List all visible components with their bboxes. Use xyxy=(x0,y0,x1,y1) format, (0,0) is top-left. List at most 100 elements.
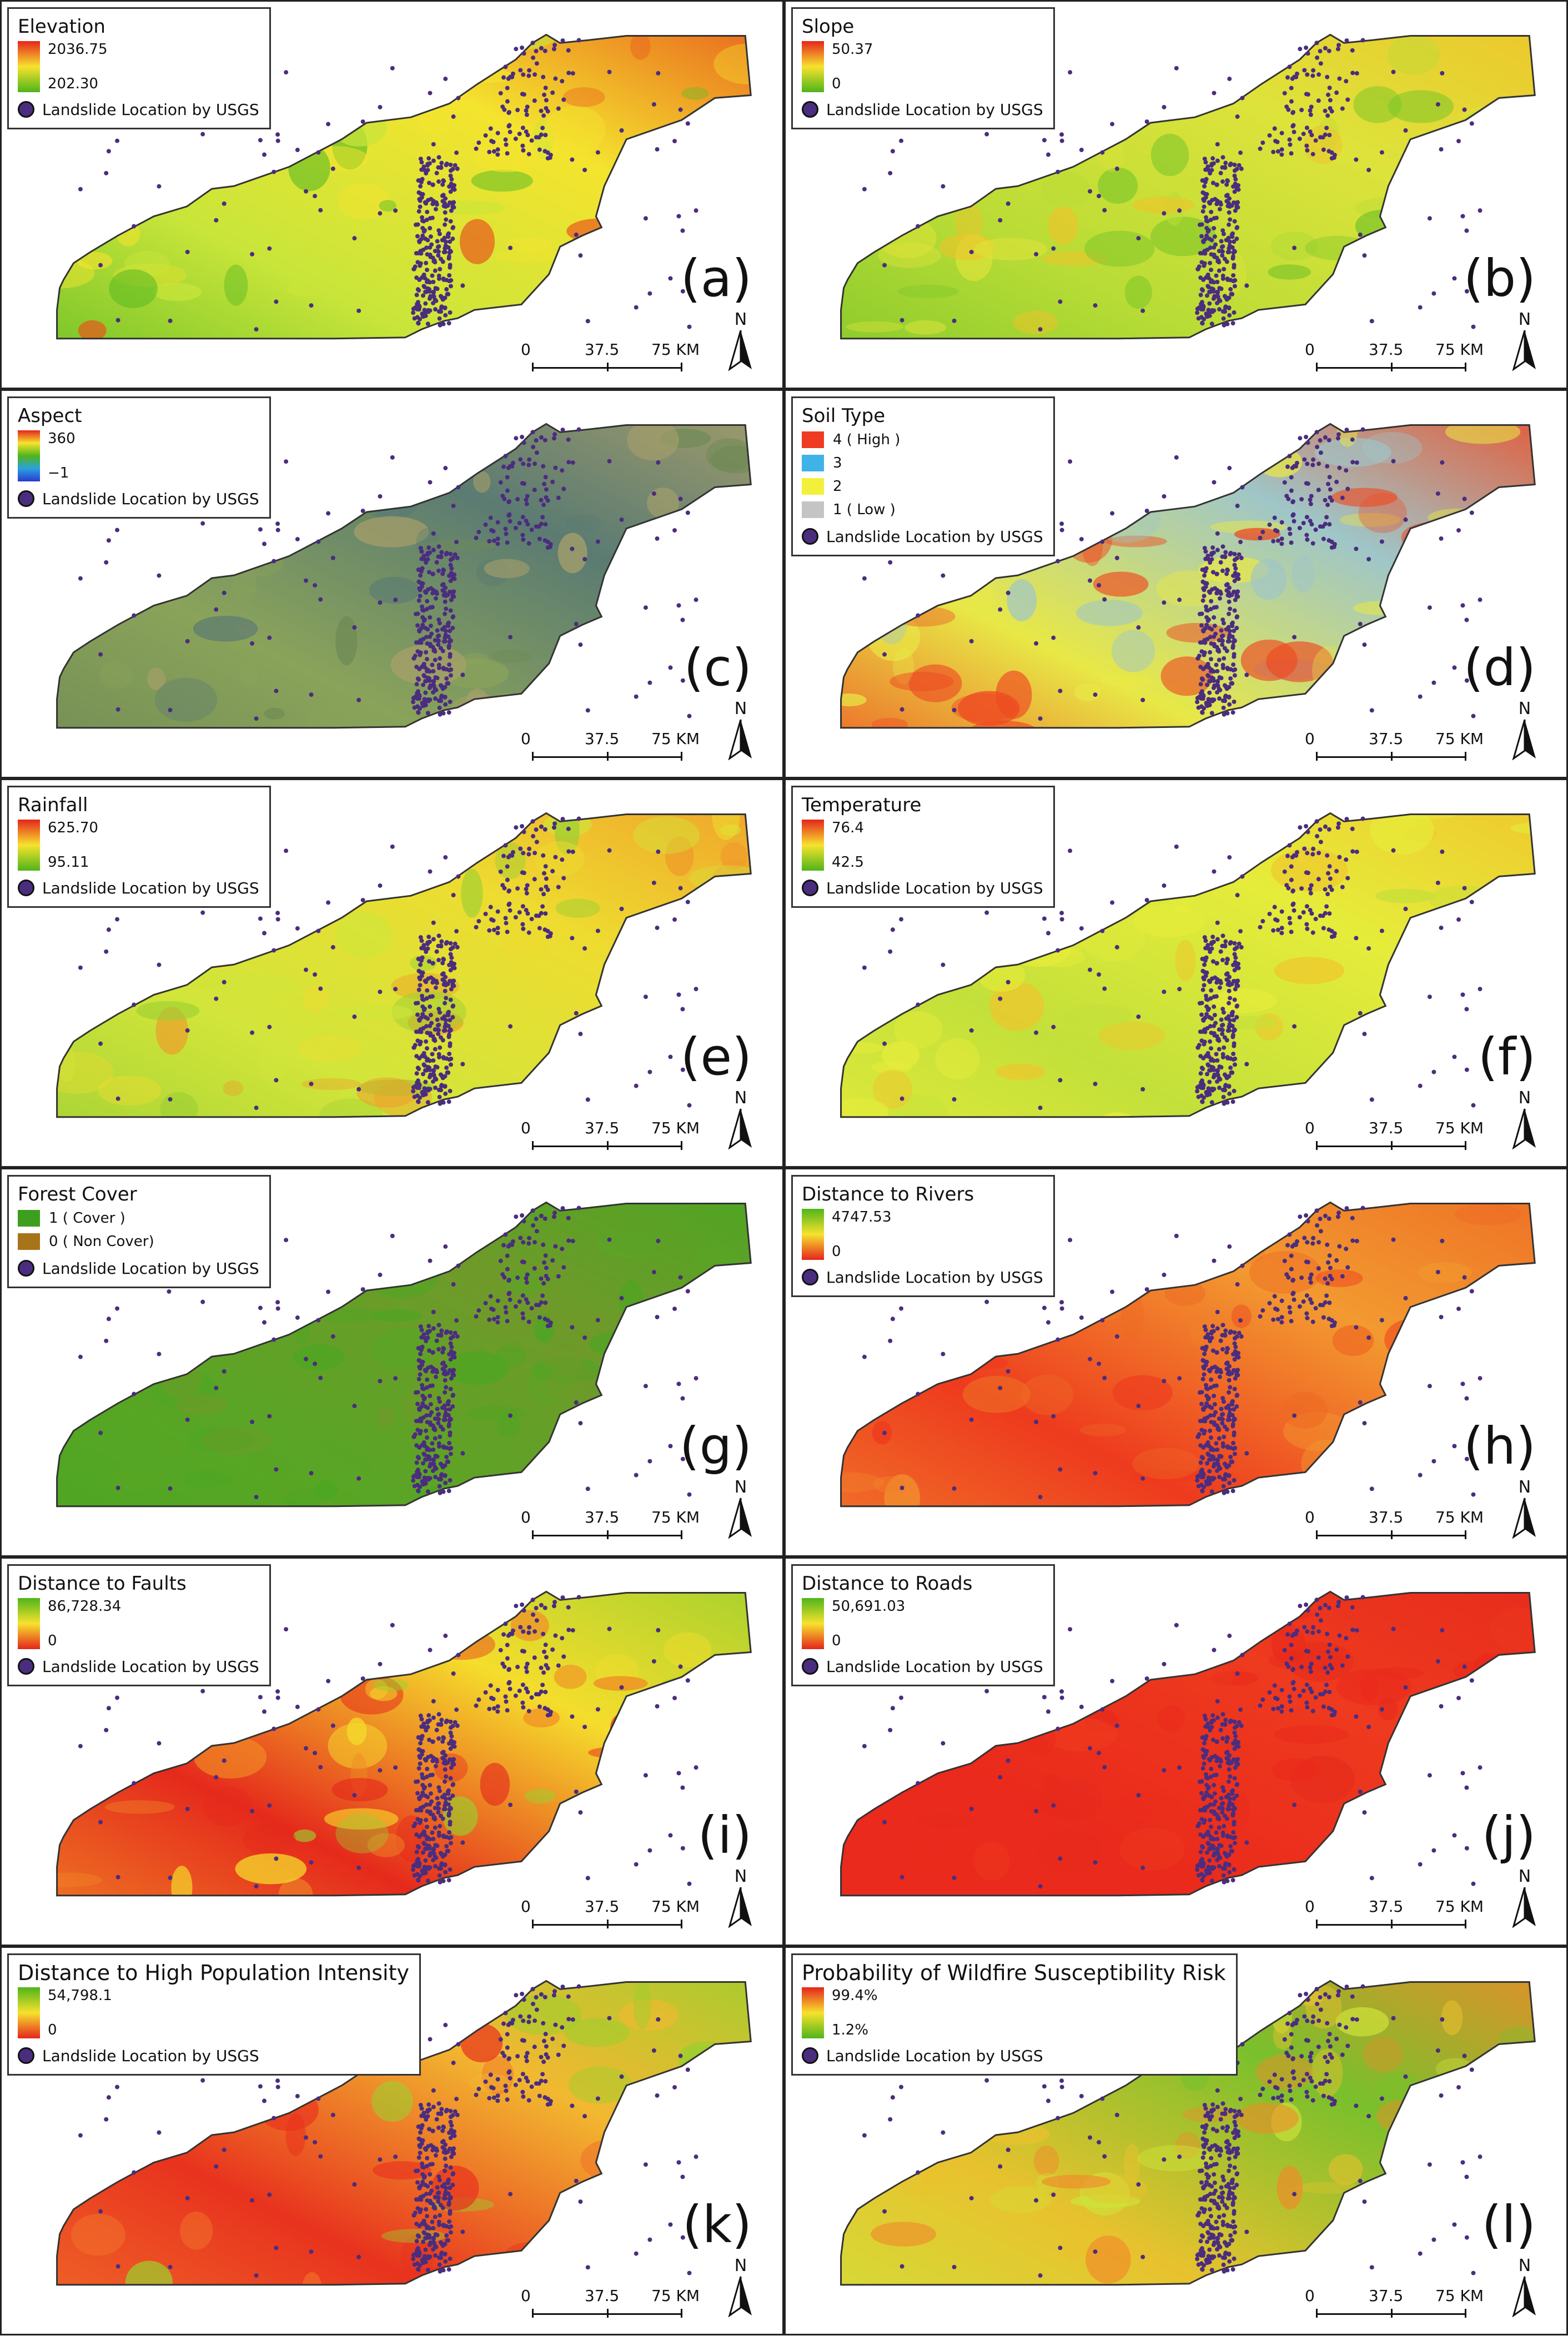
landslide-point xyxy=(1260,530,1265,534)
map-texture-patch xyxy=(1291,555,1315,593)
landslide-point xyxy=(1201,1796,1206,1801)
map-texture-patch xyxy=(1100,675,1152,686)
landslide-point xyxy=(1205,1841,1210,1846)
map-texture-patch xyxy=(1155,818,1222,845)
landslide-point xyxy=(984,132,989,137)
landslide-point xyxy=(1456,139,1461,143)
landslide-point xyxy=(1325,503,1330,508)
map-texture-patch xyxy=(461,868,483,918)
landslide-point xyxy=(1204,1012,1209,1017)
landslide-point xyxy=(390,1233,395,1238)
landslide-point xyxy=(1305,461,1310,466)
landslide-point xyxy=(1267,133,1272,138)
landslide-point xyxy=(503,64,508,69)
landslide-point xyxy=(1316,1240,1321,1245)
landslide-point xyxy=(1316,877,1321,882)
landslide-point-icon xyxy=(18,101,34,118)
landslide-point xyxy=(483,1690,488,1695)
landslide-point xyxy=(687,1103,692,1108)
scale-bar: 0 37.5 75 KM xyxy=(521,340,700,374)
landslide-point xyxy=(1215,920,1220,925)
map-texture-patch xyxy=(841,693,867,707)
landslide-point xyxy=(416,1747,421,1752)
landslide-point xyxy=(578,1810,583,1815)
landslide-point xyxy=(1288,921,1293,926)
map-texture-patch xyxy=(481,1486,522,1506)
landslide-point xyxy=(515,886,520,891)
landslide-point xyxy=(1299,108,1304,113)
landslide-point xyxy=(1321,1315,1326,1320)
map-texture-patch xyxy=(1384,1319,1439,1360)
landslide-point xyxy=(430,662,435,667)
landslide-point xyxy=(1100,1318,1105,1323)
landslide-point xyxy=(1209,1489,1214,1494)
landslide-point xyxy=(1218,1338,1223,1343)
landslide-point xyxy=(1227,1074,1232,1079)
landslide-point xyxy=(1136,236,1141,240)
landslide-point xyxy=(439,164,444,169)
landslide-point xyxy=(436,155,441,160)
map-texture-patch xyxy=(890,606,956,627)
landslide-point xyxy=(1309,1300,1314,1305)
landslide-point xyxy=(441,957,446,962)
landslide-point xyxy=(1202,1741,1207,1746)
landslide-point xyxy=(1232,219,1237,224)
landslide-point xyxy=(1220,1810,1225,1815)
landslide-point xyxy=(432,1037,437,1042)
landslide-point xyxy=(418,546,423,551)
landslide-point xyxy=(505,1267,510,1272)
landslide-point xyxy=(1006,1758,1011,1763)
map-texture-patch xyxy=(1234,38,1282,58)
landslide-point xyxy=(574,621,579,626)
landslide-point xyxy=(418,261,423,266)
landslide-point xyxy=(421,1479,426,1484)
scale-tick xyxy=(1316,1141,1318,1150)
landslide-point xyxy=(1326,149,1331,154)
landslide-point xyxy=(1110,122,1115,127)
map-texture-patch xyxy=(1405,201,1479,240)
landslide-point xyxy=(436,1810,441,1815)
landslide-point xyxy=(423,1833,428,1838)
legend-title: Distance to Rivers xyxy=(802,1183,974,1205)
landslide-point xyxy=(416,710,421,715)
landslide-point xyxy=(444,1330,449,1335)
scale-tick xyxy=(532,1141,534,1150)
landslide-point xyxy=(1225,1360,1230,1365)
map-panel-a: Elevation 2036.75 202.30 Landslide Locati… xyxy=(0,0,784,389)
landslide-point xyxy=(1344,428,1349,433)
landslide-point xyxy=(356,308,361,313)
scale-label-1: 37.5 xyxy=(585,1119,620,1137)
landslide-point xyxy=(508,245,513,250)
landslide-point xyxy=(419,1328,424,1333)
landslide-point xyxy=(1260,919,1265,923)
landslide-point xyxy=(1227,1378,1232,1383)
landslide-point xyxy=(1305,481,1310,486)
landslide-point xyxy=(1212,1058,1216,1063)
landslide-point xyxy=(441,1760,446,1765)
map-texture-patch xyxy=(331,1778,388,1802)
scale-bar: 0 37.5 75 KM xyxy=(1305,1508,1484,1541)
landslide-point xyxy=(450,590,455,594)
landslide-point xyxy=(1305,1649,1310,1654)
landslide-point xyxy=(419,160,424,165)
landslide-point xyxy=(439,1861,444,1866)
map-texture-patch xyxy=(1375,888,1435,903)
landslide-point xyxy=(448,173,453,178)
landslide-point xyxy=(1227,1001,1232,1006)
landslide-point xyxy=(1227,1244,1232,1249)
scale-bar: 0 37.5 75 KM xyxy=(521,730,700,763)
landslide-point xyxy=(1327,86,1332,91)
landslide-point xyxy=(1231,1446,1236,1451)
landslide-point xyxy=(1220,179,1225,184)
landslide-point xyxy=(1232,562,1237,567)
map-texture-patch xyxy=(293,1302,311,1345)
landslide-point xyxy=(1214,1052,1219,1057)
ramp-labels: 76.4 42.5 xyxy=(832,820,864,871)
landslide-point xyxy=(445,203,450,208)
landslide-point xyxy=(506,1667,511,1672)
north-arrow: N xyxy=(724,699,757,763)
landslide-point xyxy=(1285,1243,1290,1248)
landslide-point xyxy=(1304,922,1309,927)
landslide-point xyxy=(1200,1099,1205,1104)
landslide-point xyxy=(687,1881,692,1886)
